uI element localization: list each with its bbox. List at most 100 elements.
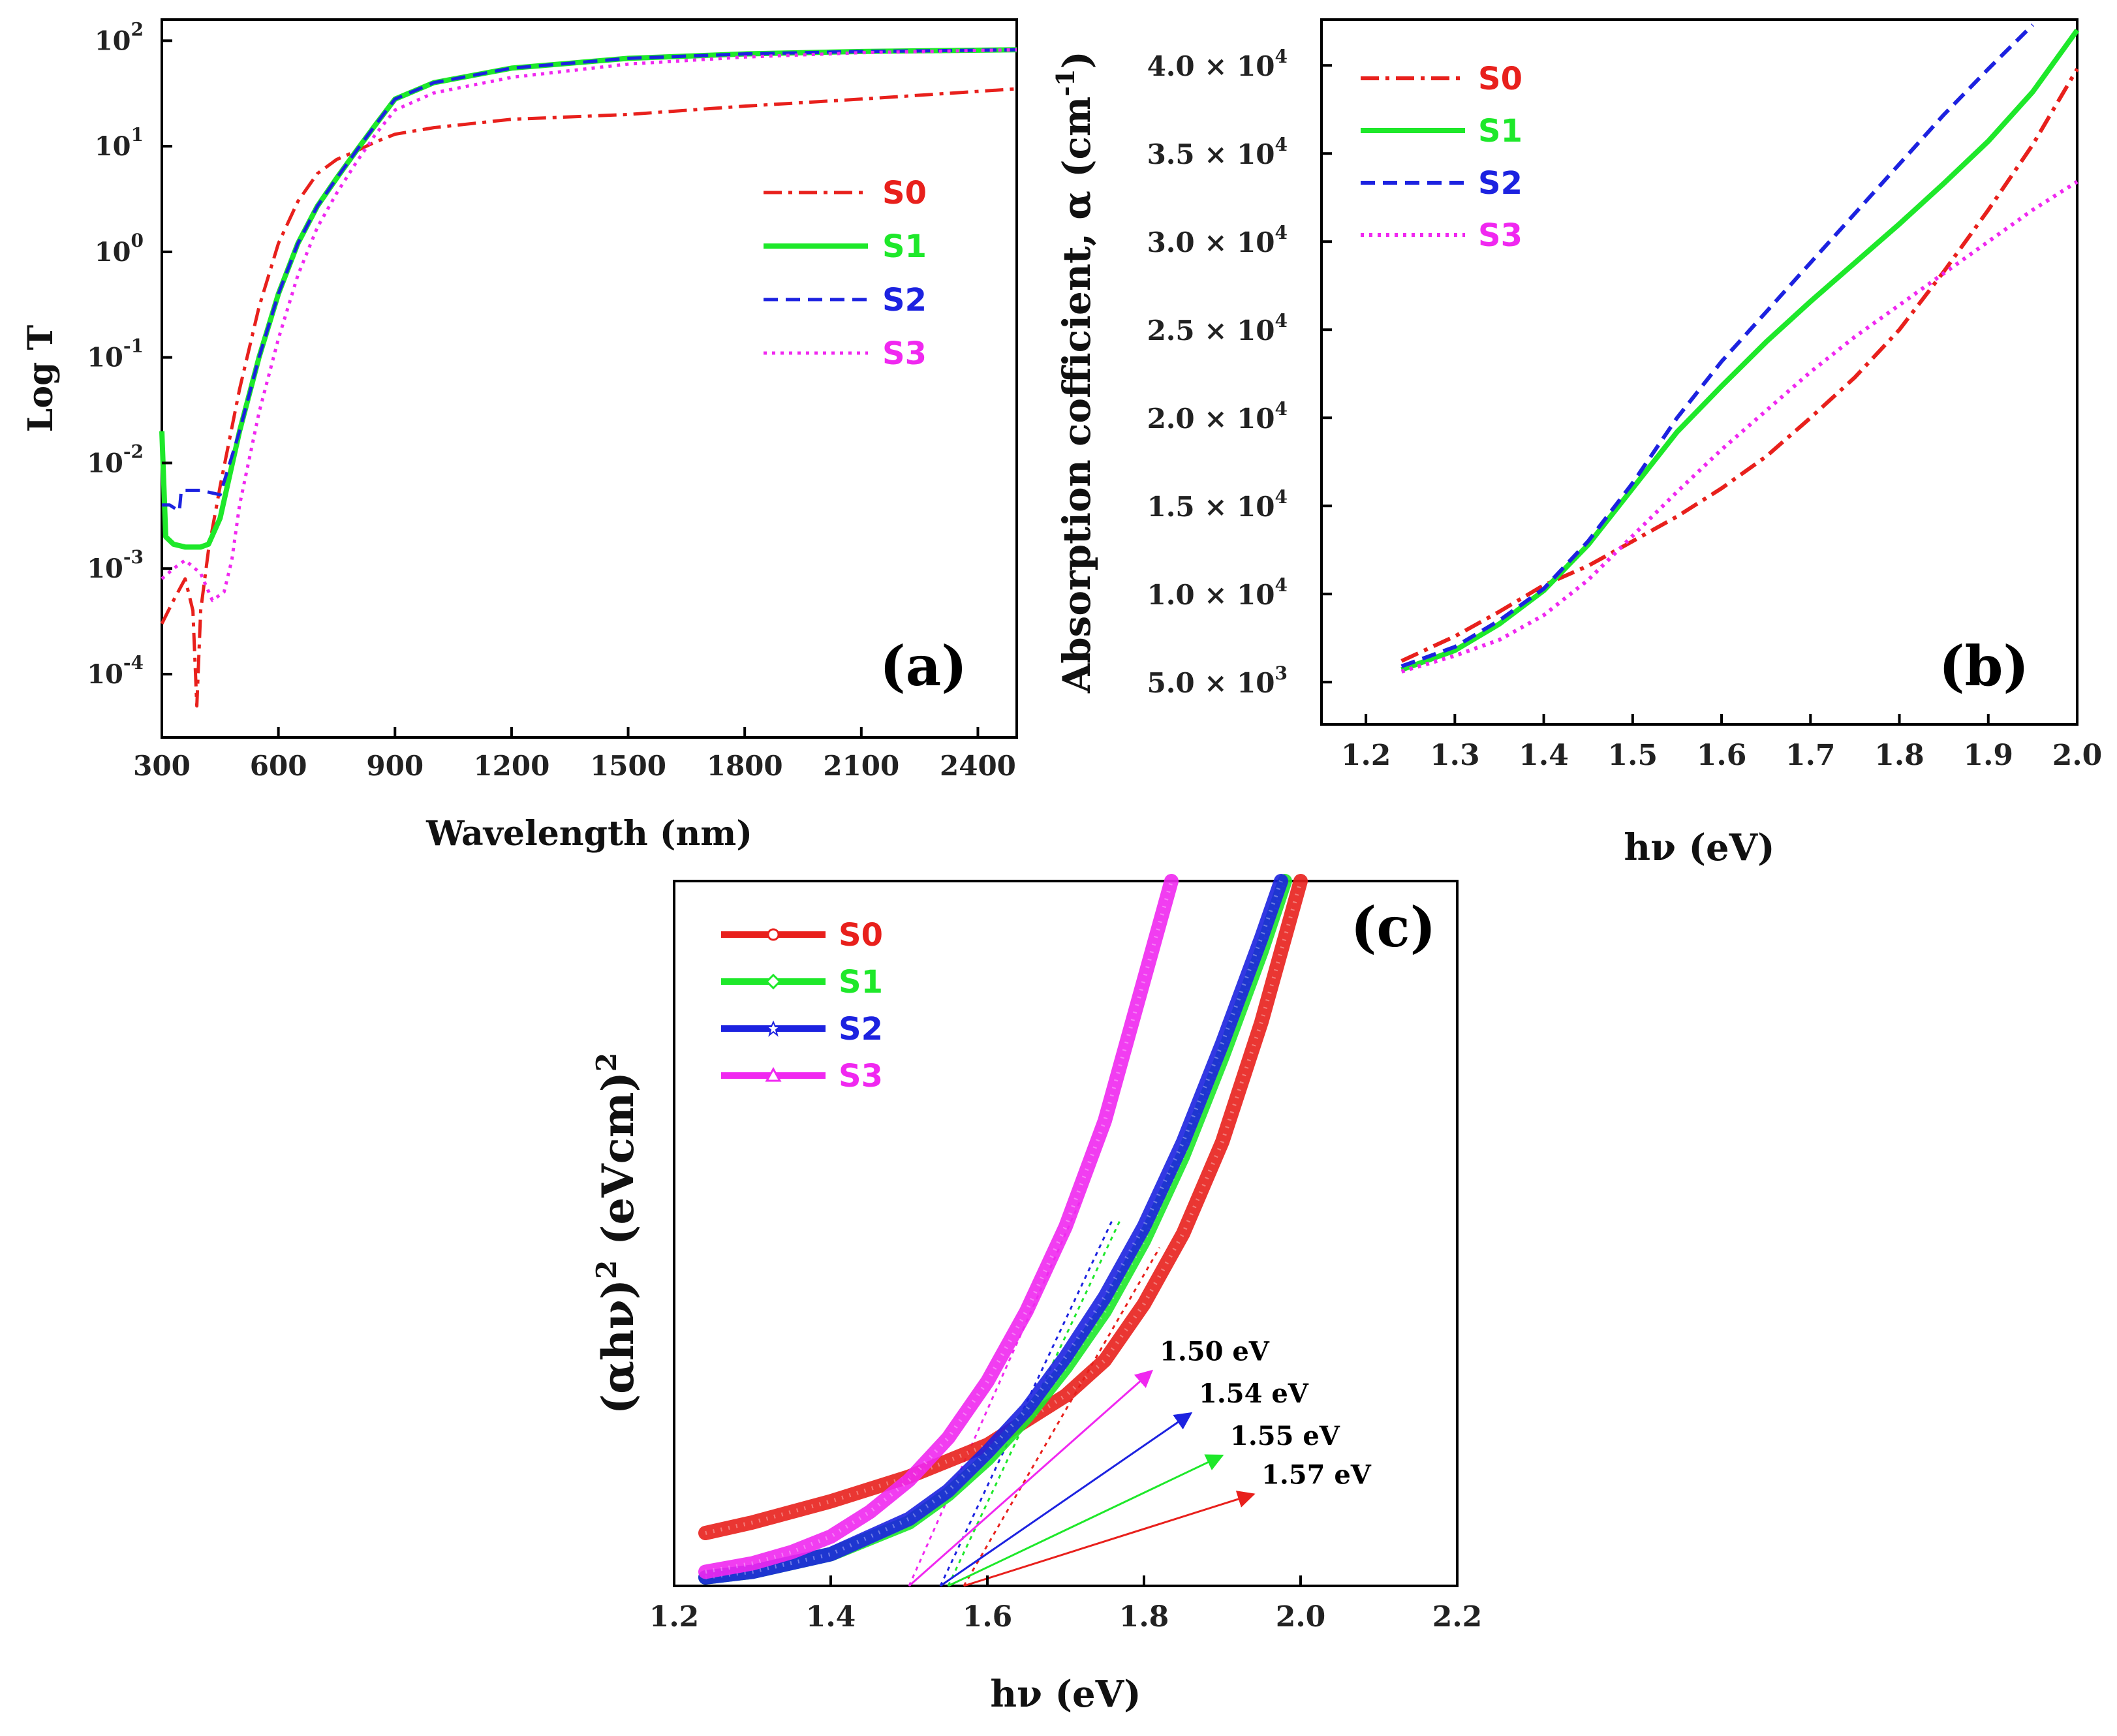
panel-c-series-markers-s1 <box>705 880 1287 1579</box>
panel-a-label: (a) <box>880 634 967 698</box>
panel-c-tangent-s0 <box>963 1247 1161 1587</box>
panel-a-y-tick-mantissa: 10 <box>87 553 123 584</box>
panel-b-x-tick-label: 1.5 <box>1608 739 1658 772</box>
panel-b-x-ticks: 1.2 1.3 1.4 1.5 1.6 1.7 1.8 1.9 2.0 <box>1341 714 2102 772</box>
panel-a-y-tick-exponent: -1 <box>123 335 144 357</box>
panel-b-y-tick-label: 1.5 × 104 <box>1147 486 1288 523</box>
panel-c-label: (c) <box>1351 895 1436 959</box>
panel-b-y-tick-label: 3.5 × 104 <box>1147 134 1288 170</box>
panel-b-series-s0 <box>1400 68 2079 663</box>
panel-b-y-tick-label: 3.0 × 104 <box>1147 222 1288 258</box>
panel-b-x-tick-label: 1.7 <box>1785 739 1836 772</box>
panel-b-y-axis-label-sup: -1 <box>1051 69 1080 97</box>
panel-a-frame <box>161 18 1018 739</box>
panel-b-x-tick-label: 1.4 <box>1519 739 1569 772</box>
panel-b-series-s3 <box>1400 179 2078 674</box>
panel-c-tangent-lines <box>908 1198 1161 1587</box>
panel-a-legend-label-s2: S2 <box>882 282 927 318</box>
panel-c-annotation-arrow-s3 <box>908 1369 1154 1587</box>
panel-b-y-axis-label-main: Absorption cofficient, α (cm <box>1055 97 1099 694</box>
panel-b-y-tick-label: 2.0 × 104 <box>1147 398 1288 435</box>
panel-c-series <box>698 874 1308 1585</box>
panel-b-y-tick-label: 5.0 × 103 <box>1147 662 1288 699</box>
panel-c-annotation-label-s1: 1.55 eV <box>1230 1421 1340 1451</box>
panel-a-legend: S0 S1 S2 S3 <box>764 175 927 372</box>
panel-c-annotation-arrow-s1 <box>948 1454 1224 1587</box>
panel-c-tauc-plot: 1.50 eV1.54 eV1.55 eV1.57 eV 1.2 1.4 1.6 1.… <box>591 874 1483 1716</box>
panel-b-y-tick-label: 1.0 × 104 <box>1147 574 1288 611</box>
panel-b-x-tick-label: 1.9 <box>1963 739 2013 772</box>
panel-a-x-tick-label: 300 <box>133 750 191 782</box>
panel-b-frame <box>1320 18 2078 726</box>
panel-a-y-tick-exponent: 0 <box>131 230 144 251</box>
panel-a-x-tick-label: 1200 <box>473 750 549 782</box>
panel-b-x-tick-label: 1.2 <box>1341 739 1391 772</box>
panel-c-y-axis-label-sup1: 2 <box>591 1260 623 1279</box>
panel-a-legend-label-s0: S0 <box>882 175 927 211</box>
panel-b-absorption-coefficient: 1.2 1.3 1.4 1.5 1.6 1.7 1.8 1.9 2.0 5.0 × 103 1.0… <box>1051 18 2102 869</box>
panel-b-x-tick-label: 1.8 <box>1874 739 1924 772</box>
panel-b-y-tick-mantissa: 4.0 × 10 <box>1147 50 1275 82</box>
panel-a-y-tick-exponent: -3 <box>123 546 144 568</box>
panel-b-y-tick-mantissa: 3.5 × 10 <box>1147 138 1275 170</box>
panel-a-log-transmittance: 300 600 900 1200 1500 1800 2100 2400 10-410-310… <box>21 18 1018 854</box>
panel-b-y-tick-label: 2.5 × 104 <box>1147 310 1288 347</box>
panel-b-x-tick-label: 2.0 <box>2052 739 2103 772</box>
panel-c-series-markers-s2 <box>705 880 1283 1579</box>
panel-c-y-axis-label-mid: (eVcm) <box>593 1072 643 1260</box>
panel-b-x-tick-label: 1.3 <box>1430 739 1480 772</box>
panel-c-series-s1 <box>698 874 1292 1585</box>
panel-b-y-tick-mantissa: 3.0 × 10 <box>1147 226 1275 258</box>
panel-c-legend-label-s1: S1 <box>839 964 883 1000</box>
panel-a-legend-label-s3: S3 <box>882 335 927 372</box>
panel-c-legend-marker-s3 <box>765 1066 782 1082</box>
panel-b-x-axis-label: hν (eV) <box>1624 826 1774 869</box>
panel-c-legend-label-s3: S3 <box>839 1058 883 1094</box>
panel-a-x-tick-label: 2100 <box>823 750 899 782</box>
panel-c-legend-marker-s0 <box>767 928 780 941</box>
panel-c-x-tick-label: 2.2 <box>1432 1600 1483 1634</box>
panel-a-x-tick-label: 1500 <box>590 750 666 782</box>
panel-c-x-tick-label: 1.6 <box>963 1600 1013 1634</box>
panel-a-y-tick-exponent: -4 <box>123 652 144 674</box>
panel-c-annotation-arrow-s2 <box>940 1412 1193 1587</box>
panel-b-y-tick-exponent: 4 <box>1275 574 1288 596</box>
panel-b-label: (b) <box>1939 634 2029 698</box>
panel-b-legend-label-s0: S0 <box>1478 61 1522 97</box>
panel-a-x-tick-label: 1800 <box>707 750 783 782</box>
panel-a-y-tick-label: 10-2 <box>87 441 144 478</box>
panel-a-y-tick-exponent: -2 <box>123 441 144 462</box>
panel-b-y-tick-exponent: 4 <box>1275 46 1288 67</box>
panel-a-x-tick-label: 2400 <box>940 750 1016 782</box>
panel-b-y-axis-label: Absorption cofficient, α (cm-1) <box>1051 51 1099 694</box>
panel-a-x-axis-label: Wavelength (nm) <box>425 814 752 854</box>
panel-c-y-axis-label-main: (αhν) <box>593 1279 643 1414</box>
panel-a-y-tick-label: 100 <box>95 230 144 268</box>
panel-b-x-tick-label: 1.6 <box>1697 739 1747 772</box>
panel-c-series-s2 <box>698 874 1288 1585</box>
panel-c-x-tick-label: 1.2 <box>649 1600 700 1634</box>
panel-c-annotation-arrow-s0 <box>963 1491 1256 1587</box>
panel-c-annotation-label-s0: 1.57 eV <box>1261 1459 1372 1490</box>
panel-b-y-tick-label: 4.0 × 104 <box>1147 46 1288 82</box>
panel-b-series-s1 <box>1400 28 2080 673</box>
panel-a-x-tick-label: 600 <box>250 750 307 782</box>
panel-b-legend-label-s2: S2 <box>1478 165 1522 202</box>
panel-c-annotations: 1.50 eV 1.54 eV 1.55 eV 1.57 eV <box>908 1336 1372 1587</box>
panel-a-x-ticks: 300 600 900 1200 1500 1800 2100 2400 <box>133 727 1016 782</box>
panel-c-x-axis-label: hν (eV) <box>990 1673 1141 1716</box>
panel-a-y-axis-label: Log T <box>21 324 61 432</box>
panel-b-y-tick-exponent: 4 <box>1275 398 1288 420</box>
panel-b-y-tick-mantissa: 1.0 × 10 <box>1147 579 1275 611</box>
panel-c-legend-label-s0: S0 <box>839 917 883 953</box>
panel-c-frame <box>673 880 1459 1587</box>
panel-c-tangent-s3 <box>908 1198 1083 1587</box>
panel-c-x-tick-label: 2.0 <box>1276 1600 1326 1634</box>
panel-c-x-tick-label: 1.4 <box>806 1600 856 1634</box>
panel-a-y-tick-label: 101 <box>95 124 144 162</box>
panel-a-x-tick-label: 900 <box>366 750 424 782</box>
panel-b-y-tick-exponent: 4 <box>1275 310 1288 332</box>
